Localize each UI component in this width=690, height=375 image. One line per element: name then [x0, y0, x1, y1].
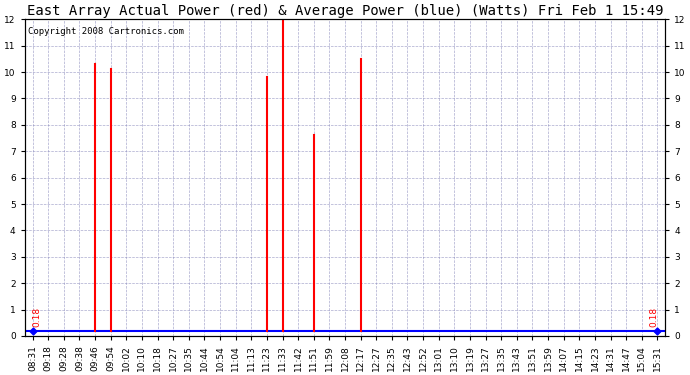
Text: 0.18: 0.18 [32, 307, 41, 327]
Title: East Array Actual Power (red) & Average Power (blue) (Watts) Fri Feb 1 15:49: East Array Actual Power (red) & Average … [27, 4, 663, 18]
Text: 0.18: 0.18 [650, 307, 659, 327]
Text: Copyright 2008 Cartronics.com: Copyright 2008 Cartronics.com [28, 27, 184, 36]
